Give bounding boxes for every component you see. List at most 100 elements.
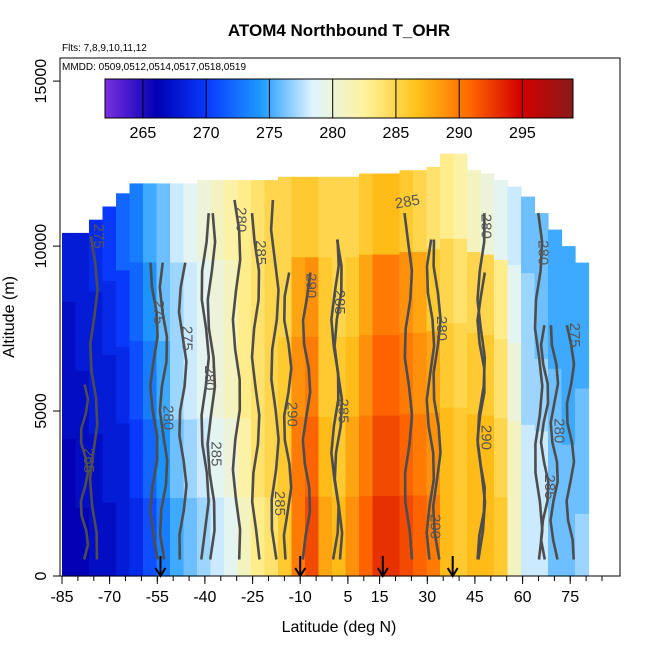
heatmap-cell <box>305 256 320 337</box>
heatmap-cell <box>453 407 468 493</box>
heatmap-cell <box>291 256 306 337</box>
heatmap-cell <box>62 507 77 577</box>
heatmap-cell <box>75 301 90 371</box>
heatmap-cell <box>318 336 333 417</box>
heatmap-cell <box>494 496 509 577</box>
subtitle-flights: Flts: 7,8,9,10,11,12 <box>62 43 147 54</box>
heatmap-cell <box>386 173 401 255</box>
heatmap-cell <box>521 272 536 349</box>
heatmap-cell <box>372 415 387 497</box>
heatmap-cell <box>278 416 293 497</box>
heatmap-cells <box>62 153 590 577</box>
contour-line-275 <box>148 262 159 560</box>
x-tick-label: 60 <box>514 589 532 606</box>
heatmap-cell <box>521 196 536 274</box>
heatmap-cell <box>116 499 131 577</box>
heatmap-cell <box>129 261 144 341</box>
x-tick-label: -25 <box>241 589 264 606</box>
heatmap-cell <box>251 338 266 419</box>
heatmap-cell <box>62 370 77 440</box>
heatmap-cell <box>359 495 374 577</box>
heatmap-cell <box>521 348 536 425</box>
heatmap-cell <box>426 166 441 250</box>
contour-label: 285 <box>334 398 351 423</box>
heatmap-cell <box>224 259 239 340</box>
heatmap-cell <box>102 280 117 355</box>
heatmap-cell <box>183 183 198 263</box>
x-tick-label: -10 <box>289 589 312 606</box>
heatmap-cell <box>278 176 293 258</box>
heatmap-cell <box>494 417 509 498</box>
y-tick-label: 5000 <box>33 393 50 429</box>
heatmap-cell <box>89 219 104 292</box>
heatmap-cell <box>399 251 414 334</box>
heatmap-cell <box>386 334 401 416</box>
heatmap-cell <box>413 494 428 577</box>
heatmap-cell <box>156 183 171 263</box>
x-tick-label: 5 <box>343 589 352 606</box>
heatmap-cell <box>143 261 158 341</box>
contour-label: 290 <box>427 514 444 539</box>
contour-line-275 <box>565 324 576 560</box>
heatmap-cell <box>318 496 333 577</box>
contour-line-285 <box>333 239 344 560</box>
heatmap-cell <box>372 495 387 577</box>
heatmap-cell <box>170 497 185 577</box>
chart-title: ATOM4 Northbound T_OHR <box>228 21 450 40</box>
contour-label: 285 <box>271 491 288 516</box>
heatmap-cell <box>237 417 252 498</box>
heatmap-cell <box>332 496 347 577</box>
heatmap-cell <box>170 340 185 420</box>
heatmap-cell <box>224 496 239 577</box>
x-tick-label: 45 <box>466 589 484 606</box>
x-axis-label: Latitude (deg N) <box>282 619 397 636</box>
contour-line-290 <box>282 272 293 560</box>
heatmap-cell <box>440 491 455 577</box>
heatmap-cell <box>399 170 414 252</box>
heatmap-cell <box>291 336 306 417</box>
x-tick-label: -55 <box>146 589 169 606</box>
heatmap-cell <box>116 422 131 500</box>
heatmap-cell <box>453 322 468 408</box>
heatmap-cell <box>102 428 117 503</box>
heatmap-cell <box>318 416 333 497</box>
heatmap-cell <box>386 254 401 336</box>
heatmap-cell <box>345 176 360 258</box>
heatmap-cell <box>480 415 495 497</box>
heatmap-cell <box>440 153 455 239</box>
heatmap-cell <box>399 494 414 577</box>
colorbar-tick-label: 270 <box>193 125 220 142</box>
contour-line-280 <box>533 212 544 560</box>
heatmap-cell <box>507 264 522 343</box>
heatmap-cell <box>345 496 360 577</box>
heatmap-cell <box>237 496 252 577</box>
heatmap-cell <box>183 497 198 577</box>
heatmap-cell <box>305 496 320 577</box>
x-tick-label: 75 <box>561 589 579 606</box>
heatmap-cell <box>291 416 306 497</box>
heatmap-cell <box>561 510 576 577</box>
heatmap-cell <box>507 420 522 499</box>
heatmap-cell <box>129 497 144 577</box>
heatmap-cell <box>480 254 495 336</box>
heatmap-cell <box>251 417 266 498</box>
heatmap-cell <box>183 261 198 341</box>
heatmap-cell <box>170 183 185 263</box>
heatmap-cell <box>156 497 171 577</box>
heatmap-cell <box>372 334 387 416</box>
contour-line-280 <box>158 262 169 560</box>
y-tick-label: 10000 <box>33 224 50 269</box>
contour-line-280 <box>431 239 442 560</box>
heatmap-cell <box>521 424 536 501</box>
heatmap-cell <box>386 495 401 577</box>
heatmap-cell <box>75 507 90 577</box>
contour-label: 275 <box>90 224 107 249</box>
contour-label: 285 <box>252 240 269 265</box>
heatmap-cell <box>561 378 576 445</box>
colorbar-tick-label: 285 <box>383 125 410 142</box>
heatmap-cell <box>372 254 387 336</box>
colorbar-gradient <box>104 78 574 119</box>
colorbar: 265 270 275 280 285 290 295 <box>104 78 574 142</box>
heatmap-cell <box>143 497 158 577</box>
